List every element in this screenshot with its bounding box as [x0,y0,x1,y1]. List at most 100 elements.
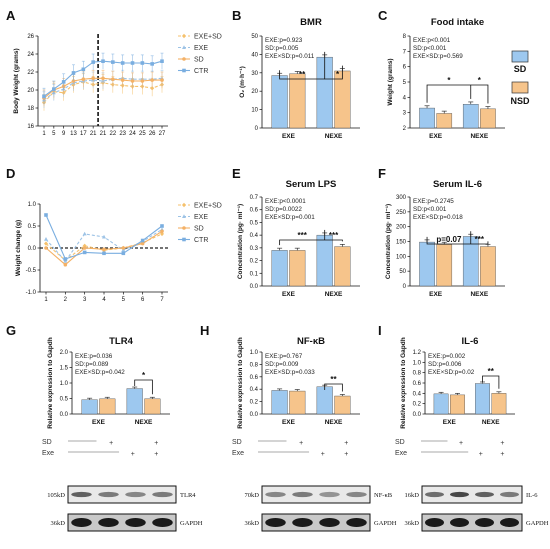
B-y-axis-title: O₂ (m·h⁻¹) [239,66,246,98]
H-xtick-label: NEXE [325,419,343,426]
B-xtick-label: NEXE [325,133,343,140]
D-series-SD-point [63,262,68,267]
I-bar-NSD-NEXE [491,393,507,415]
I-blot-strip-GAPDH [421,513,523,532]
H-ytick-label: 0.0 [250,412,259,418]
G-blot-band-GAPDH [125,518,146,527]
E-ytick-label: 0.7 [250,195,259,201]
B-bar-NSD-NEXE [334,70,351,129]
G-bar-SD-EXE [81,399,98,415]
A-legend-label-SD: SD [194,57,204,64]
H-xtick-label: EXE [282,419,296,426]
E-ytick-label: 0.3 [250,246,259,252]
I-xtick-label: NEXE [482,419,500,426]
G-bar-SD-NEXE [126,388,143,415]
G-blot-name-TLR4: TLR4 [180,492,196,499]
G-y-axis-title: Relative expression to Gapdh [47,337,54,428]
panel-letter-F: F [378,166,386,181]
panel-letter-H: H [200,323,209,338]
H-blot-band-GAPDH [265,518,286,527]
A-legend-label-EXE: EXE [194,45,208,52]
A-series-SD-point [91,76,95,81]
E-stats-line: EXE×SD:p=0.001 [265,214,315,221]
B-sig-bracket-cross [279,51,326,80]
E-title: Serum LPS [286,179,337,190]
G-blot-band-TLR4 [152,491,173,498]
G-title: TLR4 [109,336,133,347]
B-stats-line: EXE×SD:p=0.011 [265,53,315,60]
A-series-CTR-point [120,61,125,65]
A-series-CTR-point [101,59,105,63]
I-blot-name-GAPDH: GAPDH [526,520,549,527]
D-series-CTR-point [82,250,87,255]
A-xtick-label: 25 [139,131,146,137]
A-xtick-label: 21 [100,131,107,137]
D-series-CTR-point [121,251,126,256]
D-legend-marker-CTR [182,237,186,242]
C-bar-SD-NEXE [462,104,479,129]
B-title: BMR [300,17,322,28]
A-series-CTR-point [91,60,95,64]
D-series-CTR-point [63,257,68,261]
A-xtick-label: 21 [90,131,97,137]
I-blot-name-IL-6: IL-6 [526,492,538,499]
G-sig-label: * [142,371,146,380]
E-xtick-label: EXE [282,291,296,298]
G-xtick-label: EXE [92,419,106,426]
H-blot-strip-NF-κB [261,485,371,504]
D-series-SD-point [44,246,48,250]
D-series-EXE+SD-point [160,231,164,237]
G-sign-Exe: + [154,451,158,458]
D-xtick-label: 1 [44,297,48,303]
D-y-axis-title: Weight change (g) [15,220,22,276]
C-sig-bracket-span [426,84,489,104]
E-bar-NSD-EXE [289,250,306,287]
D-ytick-label: -0.5 [26,268,37,274]
H-blot-size-NF-κB: 70kD [245,492,260,499]
H-bar-NSD-EXE [289,390,306,415]
C-y-axis-title: Weight (grams) [387,58,394,105]
C-bar-NSD-EXE [436,113,453,129]
panel-letter-I: I [378,323,382,338]
D-series-CTR-point [160,224,164,228]
A-legend-marker-CTR [182,68,186,73]
I-ytick-label: 0.8 [413,371,422,377]
H-bar-NSD-NEXE [334,395,351,415]
E-sig-label: *** [297,231,307,240]
G-blot-band-TLR4 [125,491,146,498]
G-blot-strip-GAPDH [67,513,177,532]
I-blot-band-IL-6 [500,491,519,498]
G-row-label-Exe: Exe [42,450,54,457]
H-y-axis-title: Relative expression to Gapdh [237,337,244,428]
D-series-EXE-point [82,231,87,236]
G-blot-band-TLR4 [98,491,119,498]
G-sig-bracket-within [134,379,153,395]
D-xtick-label: 3 [83,297,87,303]
G-blot-band-TLR4 [71,491,92,498]
A-series-SD-point [130,79,135,83]
H-ytick-label: 0.4 [250,387,259,393]
E-stats-line: EXE:p<0.0001 [265,198,306,205]
H-sig-label: ** [330,375,337,384]
E-ytick-label: 0.1 [250,271,259,277]
D-series-SD-point [102,247,106,252]
D-legend-label-SD: SD [194,226,204,233]
B-ytick-label: 50 [251,34,258,40]
A-series-CTR-point [71,71,76,75]
A-ytick-label: 24 [27,52,34,58]
E-xtick-label: NEXE [325,291,343,298]
A-series-SD-point [120,78,125,82]
D-series-CTR-point [140,238,145,243]
H-blot-band-GAPDH [346,518,367,527]
A-legend-label-CTR: CTR [194,68,208,75]
A-series-SD-point [111,77,115,81]
G-blot-size-GAPDH: 36kD [51,520,66,527]
A-xtick-label: 13 [70,131,77,137]
I-bar-SD-EXE [433,393,449,415]
B-sig-bracket-within [324,65,343,80]
H-sign-SD: + [299,440,303,447]
legend-label-SD: SD [514,64,527,74]
B-bar-NSD-EXE [289,73,306,129]
panel-letter-C: C [378,8,388,23]
A-xtick-label: 23 [119,131,126,137]
